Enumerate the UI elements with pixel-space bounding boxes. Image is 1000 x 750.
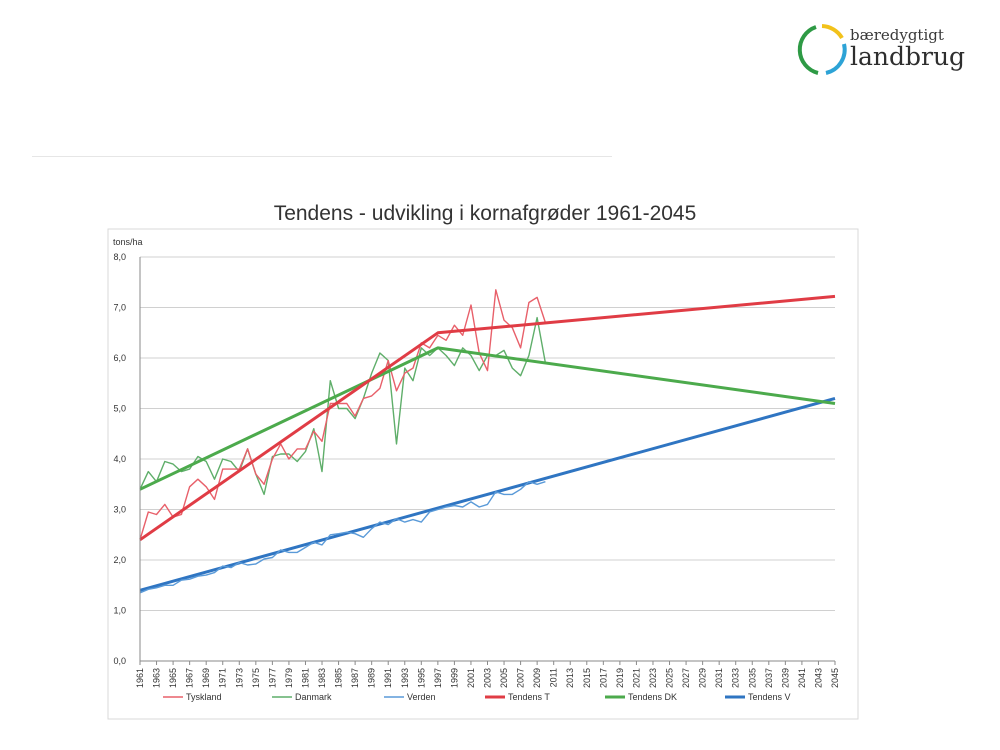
y-tick-label: 7,0 (113, 303, 126, 313)
x-tick-label: 2003 (483, 668, 493, 688)
legend-label: Danmark (295, 692, 332, 702)
chart-title: Tendens - udvikling i kornafgrøder 1961-… (274, 202, 697, 225)
x-tick-label: 2013 (565, 668, 575, 688)
x-tick-label: 1963 (152, 668, 162, 688)
x-tick-label: 1969 (201, 668, 211, 688)
logo-ring-icon (797, 24, 847, 75)
x-tick-label: 1967 (185, 668, 195, 688)
x-tick-label: 2031 (714, 668, 724, 688)
x-tick-label: 1995 (416, 668, 426, 688)
series-lines (139, 289, 836, 594)
y-tick-label: 6,0 (113, 353, 126, 363)
y-tick-label: 1,0 (113, 606, 126, 616)
x-tick-label: 2021 (631, 668, 641, 688)
gridlines (140, 256, 835, 611)
x-tick-label: 1989 (367, 668, 377, 688)
logo: bæredygtigt landbrug (792, 20, 966, 80)
y-tick-label: 3,0 (113, 505, 126, 515)
x-tick-label: 1975 (251, 668, 261, 688)
x-tick-label: 2001 (466, 668, 476, 688)
x-tick-label: 1965 (168, 668, 178, 688)
y-tick-label: 8,0 (113, 252, 126, 262)
legend-label: Tendens V (748, 692, 791, 702)
legend-label: Tyskland (186, 692, 222, 702)
x-tick-label: 2033 (731, 668, 741, 688)
x-tick-label: 2019 (615, 668, 625, 688)
divider (32, 156, 612, 157)
x-tick-label: 2011 (549, 668, 559, 687)
x-tick-label: 1983 (317, 668, 327, 688)
series-line-tendens-dk (139, 346, 836, 491)
x-tick-label: 1997 (433, 668, 443, 688)
x-tick-label: 2041 (797, 668, 807, 688)
x-tick-label: 1971 (218, 668, 228, 688)
x-tick-label: 2037 (764, 668, 774, 688)
x-tick-label: 1961 (135, 668, 145, 688)
x-tick-label: 1999 (449, 668, 459, 688)
axes: 0,0 1,0 2,0 3,0 4,0 5,0 6,0 7,0 8,0 1961 1963 1965 1… (113, 252, 840, 688)
series-line-danmark (139, 316, 547, 496)
x-tick-label: 2043 (813, 668, 823, 688)
y-tick-label: 2,0 (113, 555, 126, 565)
x-tick-label: 1991 (383, 668, 393, 688)
logo-text-bottom: landbrug (850, 42, 966, 71)
x-tick-label: 2009 (532, 668, 542, 688)
y-axis-label: tons/ha (113, 237, 143, 247)
x-tick-label: 2029 (698, 668, 708, 688)
y-tick-label: 4,0 (113, 454, 126, 464)
chart-frame (107, 228, 859, 720)
x-tick-label: 2025 (665, 668, 675, 688)
x-tick-label: 1985 (334, 668, 344, 688)
series-line-verden (139, 481, 546, 594)
x-tick-label: 2039 (780, 668, 790, 688)
x-tick-label: 1987 (350, 668, 360, 688)
x-tick-label: 2035 (747, 668, 757, 688)
legend-label: Tendens T (508, 692, 550, 702)
legend: Tyskland Danmark Verden Tendens T Tendens DK… (163, 692, 791, 702)
x-tick-label: 1979 (284, 668, 294, 688)
x-tick-label: 1977 (267, 668, 277, 688)
x-tick-label: 2015 (582, 668, 592, 688)
x-tick-label: 2005 (499, 668, 509, 688)
legend-label: Tendens DK (628, 692, 677, 702)
x-tick-label: 2045 (830, 668, 840, 688)
y-tick-label: 0,0 (113, 656, 126, 666)
series-line-tyskland (139, 289, 547, 541)
x-tick-label: 1981 (300, 668, 310, 688)
x-tick-label: 2007 (516, 668, 526, 688)
x-tick-label: 1993 (400, 668, 410, 688)
x-tick-label: 2027 (681, 668, 691, 688)
y-tick-label: 5,0 (113, 404, 126, 414)
x-tick-label: 1973 (234, 668, 244, 688)
logo-text-top: bæredygtigt (850, 26, 944, 44)
series-line-tendens-t (139, 294, 836, 542)
x-tick-label: 2023 (648, 668, 658, 688)
series-line-tendens-v (139, 396, 836, 592)
x-tick-label: 2017 (598, 668, 608, 688)
legend-label: Verden (407, 692, 436, 702)
